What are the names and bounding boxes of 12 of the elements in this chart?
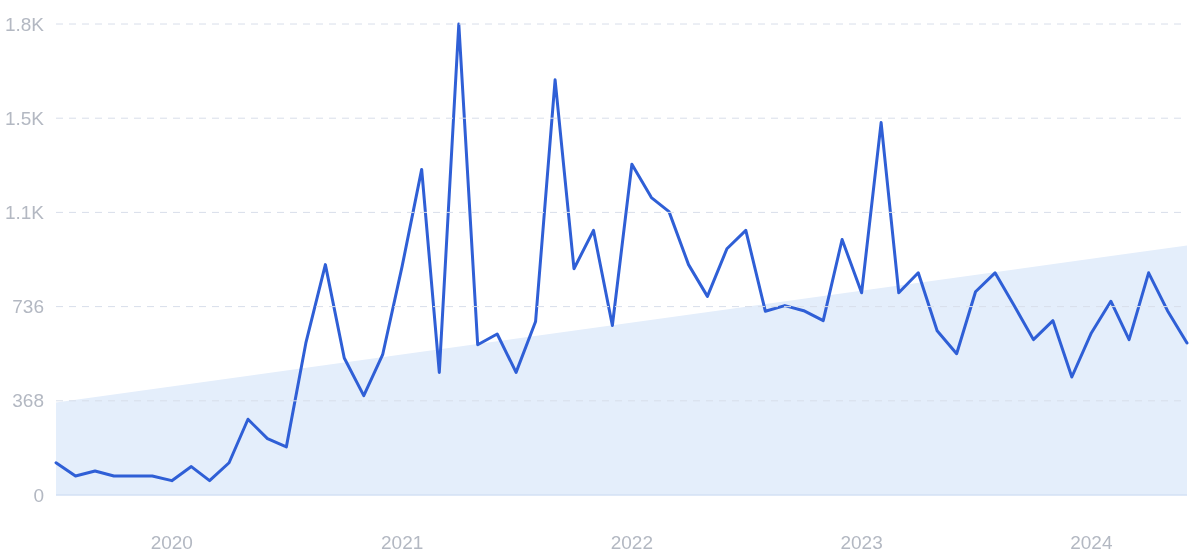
y-tick-label: 1.5K [4,107,45,129]
x-tick-label: 2023 [840,532,883,553]
x-tick-label: 2022 [610,532,654,553]
line-series [54,22,1189,483]
y-tick-label: 1.1K [4,202,45,224]
x-tick-label: 2020 [150,532,193,553]
x-tick-label: 2024 [1070,532,1113,553]
y-tick-label: 0 [33,484,44,506]
x-tick-label: 2021 [381,532,424,553]
y-tick-label: 736 [12,296,44,318]
y-tick-label: 368 [12,390,44,412]
y-tick-label: 1.8K [4,13,45,35]
